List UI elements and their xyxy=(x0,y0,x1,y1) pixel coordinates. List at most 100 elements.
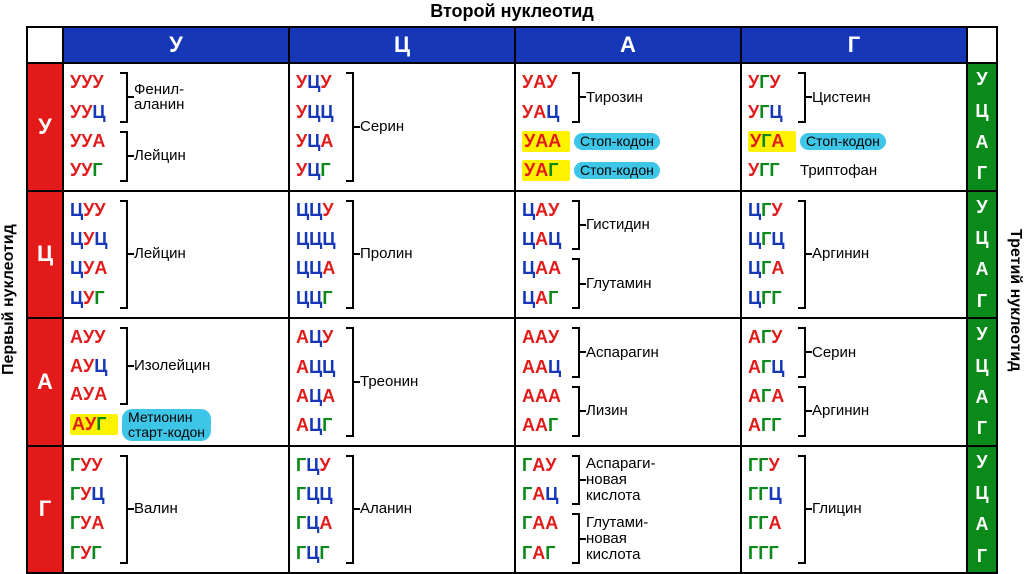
codon: АУА xyxy=(70,384,118,405)
codon: ЦАЦ xyxy=(522,229,570,250)
bracket-icon xyxy=(572,386,580,437)
codon: ЦАА xyxy=(522,258,570,279)
codon: ЦЦЦ xyxy=(296,229,344,250)
codon: ЦАУ xyxy=(522,200,570,221)
row-head: Ц xyxy=(28,192,64,318)
codon-cell: ААУААЦАспарагинАААААГЛизин xyxy=(516,319,742,445)
codon-group: УУАУУГЛейцин xyxy=(70,127,282,186)
codon: АГА xyxy=(748,386,796,407)
codon-cell: АУУАУЦАУАИзолейцинАУГМетионинстарт-кодон xyxy=(64,319,290,445)
bracket-icon xyxy=(798,72,806,123)
codon-single: УАГСтоп-кодон xyxy=(522,156,734,185)
amino-label: Гистидин xyxy=(586,217,650,233)
codon: ААГ xyxy=(522,415,570,436)
codon: ГУГ xyxy=(70,543,118,564)
codon: АЦА xyxy=(296,386,344,407)
codon: АЦУ xyxy=(296,327,344,348)
bracket-icon xyxy=(572,455,580,506)
table-row: ЦЦУУЦУЦЦУАЦУГЛейцинЦЦУЦЦЦЦЦАЦЦГПролинЦАУ… xyxy=(28,190,996,318)
codon: ГГГ xyxy=(748,543,796,564)
amino-label: Изолейцин xyxy=(134,358,210,374)
codon: ЦЦА xyxy=(296,258,344,279)
codon: ГАА xyxy=(522,513,570,534)
codon-group: УГУУГЦЦистеин xyxy=(748,68,960,127)
codon-group: ЦГУЦГЦЦГАЦГГАргинин xyxy=(748,196,960,314)
third-nucleotide-strip: УЦАГ xyxy=(968,447,996,573)
codon-cell: УАУУАЦТирозинУААСтоп-кодонУАГСтоп-кодон xyxy=(516,64,742,190)
row-head: А xyxy=(28,319,64,445)
bracket-icon xyxy=(120,131,128,182)
col-head-2: А xyxy=(516,28,742,62)
bracket-icon xyxy=(798,386,806,437)
codon: УЦЦ xyxy=(296,102,344,123)
codon: АУУ xyxy=(70,327,118,348)
amino-label: Метионинстарт-кодон xyxy=(122,409,211,440)
codon: УГЦ xyxy=(748,102,796,123)
codon-group: АЦУАЦЦАЦААЦГТреонин xyxy=(296,323,508,441)
amino-label: Стоп-кодон xyxy=(574,162,660,179)
codon-cell: АГУАГЦСеринАГААГГАргинин xyxy=(742,319,968,445)
codon-cell: ГЦУГЦЦГЦАГЦГАланин xyxy=(290,447,516,573)
amino-label: Аргинин xyxy=(812,403,869,419)
amino-label: Глутамин xyxy=(586,276,652,292)
amino-label: Валин xyxy=(134,501,178,517)
strip-letter: У xyxy=(968,447,996,478)
codon: ЦГЦ xyxy=(748,229,796,250)
codon: УАГ xyxy=(522,160,570,181)
codon: ЦГУ xyxy=(748,200,796,221)
amino-label: Серин xyxy=(812,345,856,361)
codon-group: УЦУУЦЦУЦАУЦГСерин xyxy=(296,68,508,186)
codon: ААА xyxy=(522,386,570,407)
bracket-icon xyxy=(798,327,806,378)
bracket-icon xyxy=(572,200,580,251)
codon: АУГ xyxy=(70,414,118,435)
bracket-icon xyxy=(120,327,128,405)
codon-group: УУУУУЦФенил-аланин xyxy=(70,68,282,127)
codon-cell: ГУУГУЦГУАГУГВалин xyxy=(64,447,290,573)
codon: АЦГ xyxy=(296,415,344,436)
right-axis-title: Третий нуклеотид xyxy=(998,26,1024,574)
codon: УЦА xyxy=(296,131,344,152)
third-nucleotide-strip: УЦАГ xyxy=(968,192,996,318)
codon-cell: АЦУАЦЦАЦААЦГТреонин xyxy=(290,319,516,445)
strip-letter: У xyxy=(968,319,996,350)
codon: ЦГГ xyxy=(748,288,796,309)
bracket-icon xyxy=(572,258,580,309)
codon: УГА xyxy=(748,131,796,152)
strip-letter: Г xyxy=(968,286,996,317)
main-area: Первый нуклеотид У Ц А Г УУУУУУЦФенил-ал… xyxy=(0,26,1024,574)
codon-cell: ЦГУЦГЦЦГАЦГГАргинин xyxy=(742,192,968,318)
strip-letter: У xyxy=(968,64,996,95)
strip-letter: А xyxy=(968,254,996,285)
strip-letter: А xyxy=(968,382,996,413)
codon: ГЦЦ xyxy=(296,484,344,505)
col-head-3: Г xyxy=(742,28,968,62)
amino-label: Серин xyxy=(360,119,404,135)
codon-group: АУУАУЦАУАИзолейцин xyxy=(70,323,282,409)
codon-group: ГУУГУЦГУАГУГВалин xyxy=(70,451,282,569)
grid: У Ц А Г УУУУУУЦФенил-аланинУУАУУГЛейцинУ… xyxy=(26,26,998,574)
codon: ГГЦ xyxy=(748,484,796,505)
codon: УУЦ xyxy=(70,102,118,123)
amino-label: Аспараги-новаякислота xyxy=(586,456,656,503)
row-head: У xyxy=(28,64,64,190)
bracket-icon xyxy=(572,72,580,123)
codon: ААЦ xyxy=(522,357,570,378)
codon: ЦУА xyxy=(70,258,118,279)
codon: УУА xyxy=(70,131,118,152)
table-row: ААУУАУЦАУАИзолейцинАУГМетионинстарт-кодо… xyxy=(28,317,996,445)
codon: УАА xyxy=(522,131,570,152)
top-axis-title: Второй нуклеотид xyxy=(0,0,1024,26)
header-corner xyxy=(28,28,64,62)
amino-label: Стоп-кодон xyxy=(800,133,886,150)
codon-group: ГГУГГЦГГАГГГГлицин xyxy=(748,451,960,569)
codon: АЦЦ xyxy=(296,357,344,378)
codon-cell: УЦУУЦЦУЦАУЦГСерин xyxy=(290,64,516,190)
codon: ГУА xyxy=(70,513,118,534)
bracket-icon xyxy=(346,455,354,565)
strip-letter: Ц xyxy=(968,478,996,509)
col-head-0: У xyxy=(64,28,290,62)
amino-label: Аланин xyxy=(360,501,412,517)
bracket-icon xyxy=(346,327,354,437)
amino-label: Цистеин xyxy=(812,90,871,106)
